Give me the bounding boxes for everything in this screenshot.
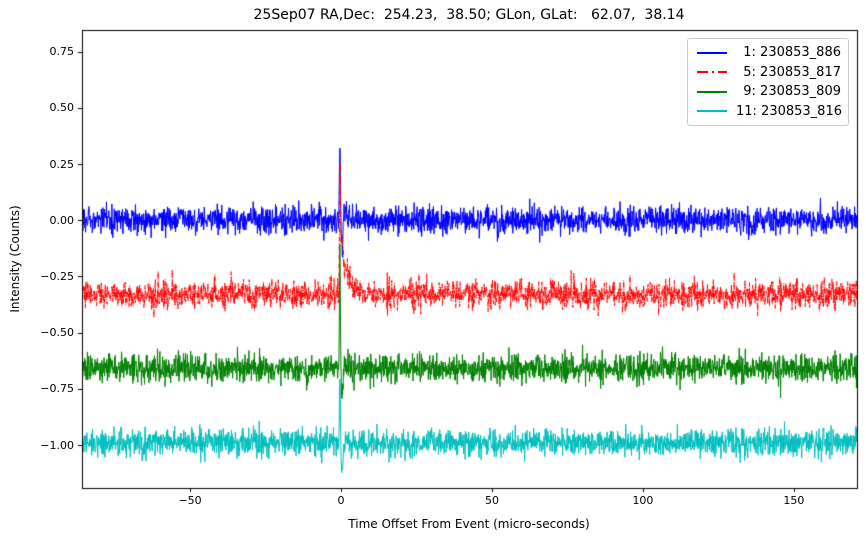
x-tick-label: 50 (484, 494, 499, 507)
legend-line-sample-icon (697, 71, 727, 74)
legend-label: 1: 230853_886 (739, 45, 841, 61)
y-tick-label: −0.25 (40, 269, 74, 283)
x-tick-label: 100 (632, 494, 654, 507)
legend-label: 11: 230853_816 (736, 103, 842, 119)
y-tick-label: −0.75 (40, 382, 74, 396)
y-tick-label: 0.25 (49, 157, 75, 171)
x-tick-label: 0 (337, 494, 345, 507)
x-tick-label: 150 (783, 494, 805, 507)
y-tick-label: −1.00 (40, 438, 74, 452)
legend-entry: 9: 230853_809 (697, 82, 841, 102)
y-tick-label: 0.00 (49, 213, 75, 227)
y-tick-label: 0.50 (49, 101, 75, 115)
legend-label: 9: 230853_809 (739, 84, 841, 100)
x-tick-label: −50 (178, 494, 202, 507)
x-axis-label: Time Offset From Event (micro-seconds) (348, 517, 590, 531)
y-tick-label: −0.50 (40, 326, 74, 340)
y-axis-label: Intensity (Counts) (8, 205, 22, 313)
legend: 1: 230853_886 5: 230853_817 9: 230853_80… (687, 38, 849, 126)
y-tick-label: 0.75 (49, 45, 75, 59)
legend-line-sample-icon (697, 90, 727, 93)
legend-line-sample-icon (697, 51, 727, 54)
chart-title: 25Sep07 RA,Dec: 254.23, 38.50; GLon, GLa… (253, 7, 685, 23)
legend-label: 5: 230853_817 (739, 64, 841, 80)
legend-line-sample-icon (697, 110, 727, 113)
legend-entry: 1: 230853_886 (697, 43, 841, 63)
legend-entry: 5: 230853_817 (697, 63, 841, 83)
legend-entry: 11: 230853_816 (697, 102, 842, 122)
